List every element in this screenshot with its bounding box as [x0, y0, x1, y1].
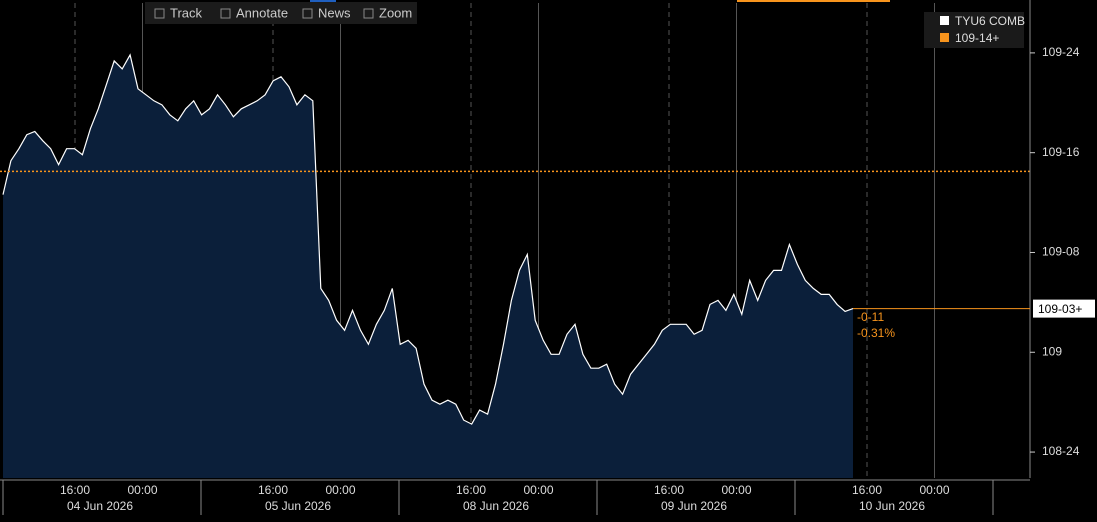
x-tick-label: 00:00	[127, 483, 157, 497]
x-tick-label: 00:00	[523, 483, 553, 497]
x-tick-label: 16:00	[258, 483, 288, 497]
line	[2, 53, 854, 425]
x-tick-label: 00:00	[325, 483, 355, 497]
toolbar-icon	[154, 8, 165, 19]
toolbar-icon	[302, 8, 313, 19]
last-box	[1033, 299, 1095, 318]
toolbar-icon	[363, 8, 374, 19]
top-marker	[737, 0, 890, 2]
change-pct-label: -0.31%	[857, 326, 895, 340]
x-day-label: 09 Jun 2026	[661, 499, 727, 513]
x-day-label: 05 Jun 2026	[265, 499, 331, 513]
x-day-label: 10 Jun 2026	[859, 499, 925, 513]
toolbar-button[interactable]: Annotate	[236, 5, 288, 20]
toolbar-button[interactable]: Track	[170, 5, 203, 20]
x-tick-label: 16:00	[456, 483, 486, 497]
y-tick-label: 109-24	[1042, 45, 1080, 59]
toolbar-button[interactable]: Zoom	[379, 5, 412, 20]
change-label: -0-11	[857, 310, 884, 324]
legend-label: TYU6 COMB	[955, 14, 1025, 28]
x-day-label: 04 Jun 2026	[67, 499, 133, 513]
toolbar-button[interactable]: News	[318, 5, 351, 20]
x-tick-label: 00:00	[919, 483, 949, 497]
legend-label: 109-14+	[955, 31, 999, 45]
y-tick-label: 108-24	[1042, 444, 1080, 458]
x-tick-label: 16:00	[60, 483, 90, 497]
toolbar: Track Annotate News Zoom	[145, 2, 417, 24]
y-tick-label: 109-16	[1042, 145, 1080, 159]
area	[3, 54, 853, 479]
toolbar-icon	[220, 8, 231, 19]
last-label: 109-03+	[1038, 302, 1082, 316]
toolbar-bg	[145, 2, 417, 24]
top-marker	[310, 0, 336, 3]
y-tick-label: 109-08	[1042, 245, 1080, 259]
legend-swatch	[940, 33, 949, 42]
y-tick-label: 109	[1042, 344, 1062, 358]
legend: TYU6 COMB 109-14+	[924, 12, 1025, 48]
legend-swatch	[940, 16, 949, 25]
x-day-label: 08 Jun 2026	[463, 499, 529, 513]
x-tick-label: 16:00	[654, 483, 684, 497]
x-tick-label: 00:00	[721, 483, 751, 497]
x-tick-label: 16:00	[852, 483, 882, 497]
